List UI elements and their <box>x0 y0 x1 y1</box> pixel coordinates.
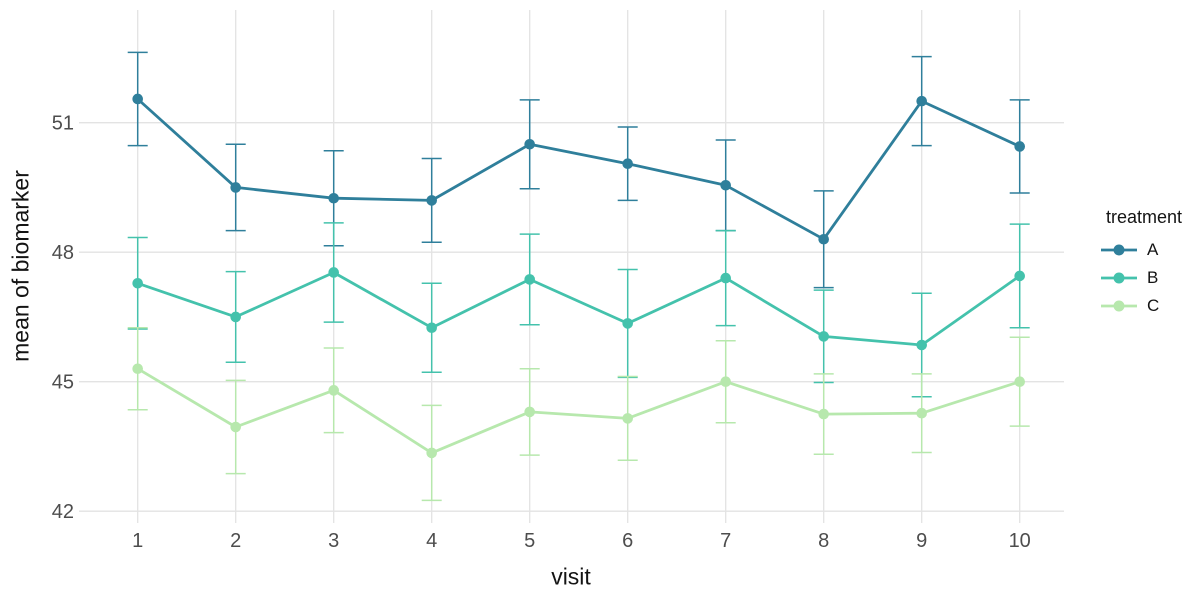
data-point-a-3 <box>328 192 340 204</box>
data-point-c-3 <box>328 385 340 396</box>
legend-item-a: A <box>1100 236 1182 264</box>
data-point-a-4 <box>426 195 438 206</box>
legend-key-c-icon <box>1101 300 1137 312</box>
data-point-c-2 <box>230 421 241 433</box>
x-axis-title: visit <box>551 563 591 590</box>
legend: treatment A B C <box>1100 207 1182 320</box>
legend-key-b-icon <box>1101 272 1137 284</box>
data-point-a-1 <box>132 93 143 105</box>
data-point-b-8 <box>818 331 829 342</box>
data-point-b-6 <box>622 318 633 329</box>
data-point-b-2 <box>230 311 241 323</box>
data-point-a-2 <box>230 182 241 193</box>
data-point-c-9 <box>916 407 927 419</box>
series-line-c <box>136 367 1022 455</box>
data-point-c-1 <box>132 363 143 375</box>
data-point-a-5 <box>524 138 535 150</box>
x-tick-label: 6 <box>622 530 633 552</box>
legend-label-c: C <box>1147 296 1160 315</box>
legend-label-b: B <box>1147 268 1159 287</box>
legend-title: treatment <box>1106 207 1183 227</box>
data-point-a-6 <box>622 158 633 170</box>
data-point-b-1 <box>132 277 143 289</box>
data-point-b-5 <box>524 274 535 285</box>
y-tick-label: 48 <box>52 242 74 264</box>
data-point-a-8 <box>818 233 829 245</box>
data-point-c-6 <box>622 413 633 424</box>
legend-item-c: C <box>1100 292 1182 320</box>
series-line-a <box>136 97 1022 241</box>
data-point-b-4 <box>426 322 438 334</box>
y-tick-label: 51 <box>52 113 74 135</box>
x-tick-label: 8 <box>818 530 829 552</box>
data-point-c-7 <box>720 376 731 387</box>
data-point-a-7 <box>720 179 731 191</box>
x-tick-label: 5 <box>524 530 535 552</box>
x-tick-label: 9 <box>916 530 927 552</box>
x-tick-label: 3 <box>328 530 339 552</box>
x-tick-label: 4 <box>426 530 437 552</box>
y-tick-label: 42 <box>52 501 74 523</box>
series-line-b <box>136 271 1022 347</box>
x-tick-label: 7 <box>720 530 731 552</box>
data-point-a-9 <box>916 95 927 107</box>
legend-label-a: A <box>1147 240 1159 259</box>
x-tick-label: 1 <box>132 530 143 552</box>
data-point-a-10 <box>1014 141 1025 152</box>
data-point-b-7 <box>720 272 731 284</box>
data-point-c-10 <box>1014 376 1025 387</box>
data-point-b-10 <box>1014 270 1025 282</box>
y-axis-title: mean of biomarker <box>7 170 34 362</box>
data-point-c-4 <box>426 447 438 459</box>
legend-item-b: B <box>1100 264 1182 292</box>
x-tick-label: 2 <box>230 530 241 552</box>
data-point-b-3 <box>328 267 340 278</box>
legend-key-a-icon <box>1101 244 1137 256</box>
x-tick-label: 10 <box>1009 530 1031 552</box>
data-point-b-9 <box>916 339 927 351</box>
y-tick-label: 45 <box>52 372 74 394</box>
data-point-c-8 <box>818 408 829 420</box>
data-point-c-5 <box>524 406 535 418</box>
